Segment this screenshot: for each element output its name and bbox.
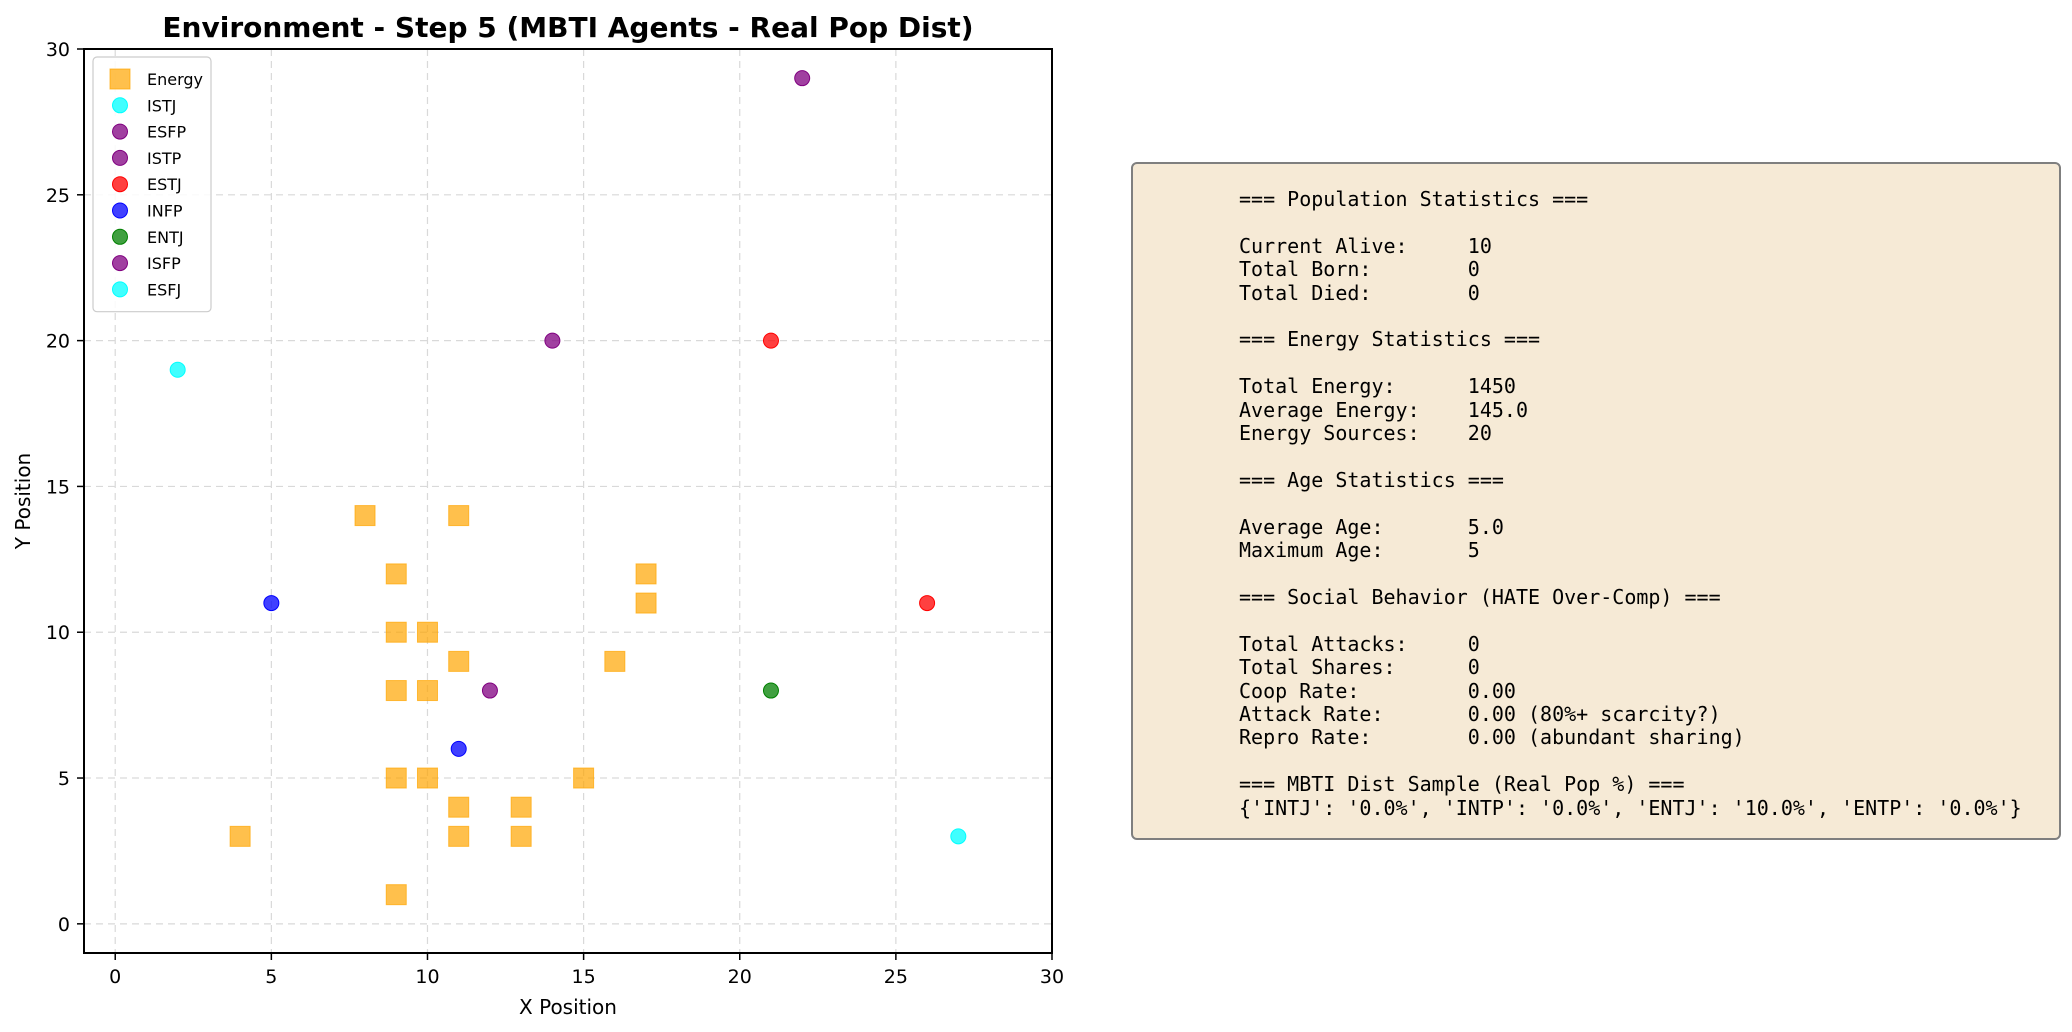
energy-point: [448, 796, 470, 818]
energy-point: [229, 825, 251, 847]
energy-point: [416, 767, 438, 789]
legend-marker: [112, 281, 128, 298]
y-tick-label: 20: [46, 331, 70, 353]
y-tick-label: 25: [46, 185, 70, 207]
scatter-chart: 0 5 10 15 20 25 30 0 5 10 15 20 25 30 X Position Y Posi…: [11, 11, 1064, 1019]
stats-line: Total Energy: 1450: [1239, 374, 1516, 399]
legend-label: Energy: [147, 70, 203, 89]
chart-title: Environment - Step 5 (MBTI Agents - Real…: [162, 11, 973, 44]
legend-marker: [112, 123, 128, 140]
energy-point: [385, 884, 407, 906]
legend-label: ISTP: [147, 149, 182, 168]
energy-point: [635, 592, 657, 614]
stats-line: Coop Rate: 0.00: [1239, 678, 1516, 703]
agent-point-esfj: [950, 828, 967, 845]
stats-line: {'INTJ': '0.0%', 'INTP': '0.0%', 'ENTJ':…: [1239, 795, 2022, 820]
agent-point-estj: [919, 595, 936, 612]
energy-point: [385, 680, 407, 702]
plot-frame: [83, 48, 1053, 954]
stats-line: Energy Sources: 20: [1239, 421, 1492, 446]
legend-marker: [112, 97, 128, 114]
energy-point: [573, 767, 595, 789]
agent-point-istj: [169, 361, 186, 378]
x-tick-label: 15: [572, 966, 596, 988]
energy-point: [604, 650, 626, 672]
x-tick-label: 5: [265, 966, 277, 988]
legend-marker: [112, 149, 128, 166]
stats-heading: === Age Statistics ===: [1239, 467, 1504, 492]
agent-point-infp: [450, 740, 467, 757]
legend-label: ESFP: [147, 123, 186, 142]
energy-point: [385, 621, 407, 643]
stats-line: Attack Rate: 0.00 (80%+ scarcity?): [1239, 701, 1721, 726]
x-tick-label: 25: [884, 966, 908, 988]
stats-panel: === Population Statistics === Current Al…: [1131, 162, 2061, 840]
stats-text: === Population Statistics === Current Al…: [1239, 187, 2022, 820]
legend-label: ESTJ: [147, 175, 182, 194]
stats-heading: === Population Statistics ===: [1239, 187, 1589, 211]
agent-point-infp: [263, 595, 280, 612]
legend-marker: [112, 202, 128, 219]
energy-point: [510, 825, 532, 847]
energy-point: [416, 680, 438, 702]
energy-point: [385, 563, 407, 585]
x-tick-label: 10: [415, 966, 439, 988]
y-tick-label: 15: [46, 476, 70, 498]
energy-point: [635, 563, 657, 585]
y-tick-label: 10: [46, 622, 70, 644]
legend-label: ENTJ: [147, 228, 184, 247]
y-axis-label: Y Position: [11, 453, 35, 550]
legend-marker: [112, 255, 128, 272]
stats-heading: === MBTI Dist Sample (Real Pop %) ===: [1239, 772, 1685, 797]
stats-heading: === Social Behavior (HATE Over-Comp) ===: [1239, 584, 1721, 609]
legend-box: [92, 56, 212, 313]
legend-label: ISTJ: [147, 96, 176, 115]
agent-point-esfp: [794, 70, 811, 87]
stats-line: Total Died: 0: [1239, 280, 1480, 305]
legend-marker: [109, 68, 131, 90]
x-tick-label: 30: [1040, 966, 1064, 988]
stats-line: Average Age: 5.0: [1239, 514, 1504, 539]
energy-point: [416, 621, 438, 643]
energy-point: [448, 650, 470, 672]
stats-line: Average Energy: 145.0: [1239, 397, 1528, 422]
y-tick-label: 30: [46, 39, 70, 61]
stats-line: Current Alive: 10: [1239, 233, 1492, 258]
stats-heading: === Energy Statistics ===: [1239, 327, 1541, 352]
x-tick-label: 20: [728, 966, 752, 988]
legend-label: ISFP: [147, 254, 181, 273]
y-tick-label: 5: [58, 768, 70, 790]
x-tick-label: 0: [109, 966, 121, 988]
energy-point: [448, 505, 470, 527]
agent-point-istp: [544, 332, 561, 349]
energy-point: [448, 825, 470, 847]
agent-point-entj: [762, 682, 779, 699]
legend-marker: [112, 228, 128, 245]
stats-line: Repro Rate: 0.00 (abundant sharing): [1239, 725, 1745, 750]
energy-point: [510, 796, 532, 818]
agent-point-isfp: [481, 682, 498, 699]
stats-line: Maximum Age: 5: [1239, 538, 1480, 563]
energy-point: [385, 767, 407, 789]
stats-line: Total Shares: 0: [1239, 655, 1480, 680]
legend-label: ESFJ: [147, 280, 181, 299]
x-axis-label: X Position: [519, 995, 617, 1019]
stats-line: Total Born: 0: [1239, 257, 1480, 282]
legend-marker: [112, 176, 128, 193]
agent-point-estj: [762, 332, 779, 349]
legend-label: INFP: [147, 202, 183, 221]
energy-point: [354, 505, 376, 527]
stats-line: Total Attacks: 0: [1239, 631, 1480, 656]
y-tick-label: 0: [58, 914, 70, 936]
